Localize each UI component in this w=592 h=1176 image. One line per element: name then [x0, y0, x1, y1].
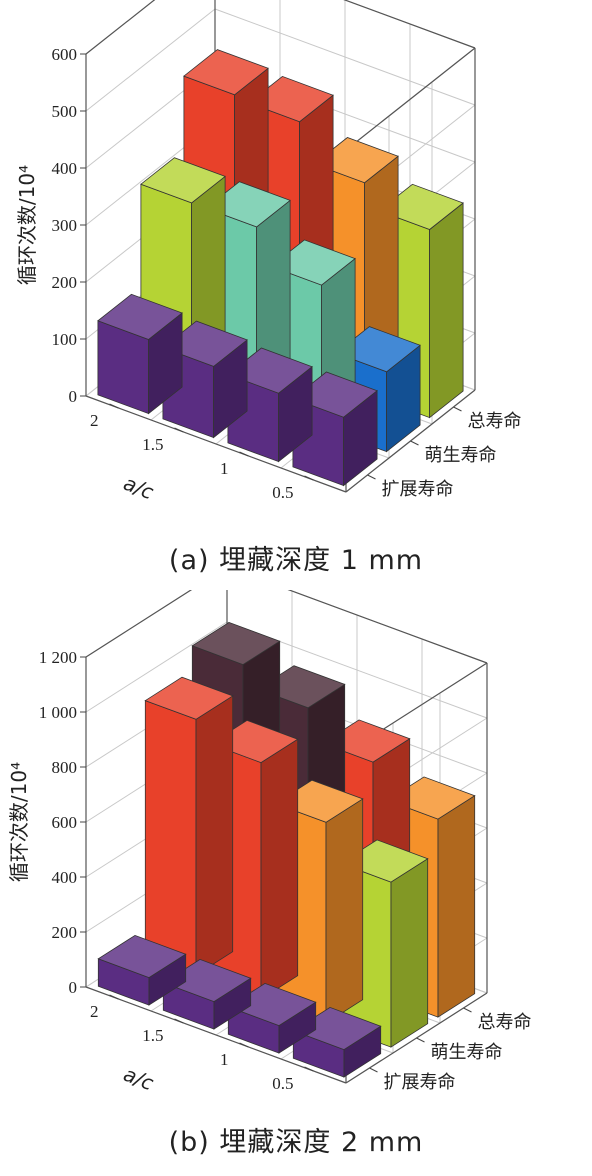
z-tick-label: 500	[52, 102, 78, 121]
x-tick-label: 1.5	[142, 1026, 163, 1045]
z-tick-label: 1 000	[39, 703, 77, 722]
bar-萌生寿命-2	[144, 676, 234, 976]
caption-b: (b) 埋藏深度 2 mm	[168, 1127, 424, 1158]
z-tick-label: 800	[52, 758, 78, 777]
x-axis-title: a/c	[120, 1062, 157, 1095]
x-tick-label: 2	[90, 411, 99, 430]
chart-a: 0 100 200 300 400 500 600 2 1.5 1 0.5 扩展寿命 萌生寿命 总寿命 循环…	[15, 0, 522, 504]
chart-panel-a: 0 100 200 300 400 500 600 2 1.5 1 0.5 扩展寿命 萌生寿命 总寿命 循环…	[15, 0, 522, 576]
x-ticks: 2 1.5 1 0.5	[90, 403, 314, 502]
z-tick-label: 200	[52, 923, 78, 942]
z-tick-label: 0	[69, 387, 78, 406]
x-tick-label: 0.5	[272, 483, 293, 502]
y-category-label: 扩展寿命	[384, 1072, 456, 1093]
x-ticks: 2 1.5 1 0.5	[90, 994, 314, 1093]
y-category-label: 扩展寿命	[382, 479, 454, 500]
x-tick-label: 1	[220, 1050, 229, 1069]
chart-panel-b: 0 200 400 600 800 1 000 1 200 2 1.5 1 0.5 扩展寿命 萌生寿命 总…	[0, 590, 592, 1176]
z-axis-title: 循环次数/10⁴	[7, 762, 31, 882]
x-tick-label: 2	[90, 1002, 99, 1021]
x-tick-label: 0.5	[272, 1074, 293, 1093]
z-tick-label: 300	[52, 216, 78, 235]
z-tick-label: 100	[52, 330, 78, 349]
bar-扩展寿命-2	[97, 293, 183, 415]
y-category-label: 萌生寿命	[431, 1042, 503, 1063]
x-tick-label: 1	[220, 459, 229, 478]
y-category-label: 总寿命	[468, 411, 522, 432]
z-tick-label: 0	[69, 978, 78, 997]
y-category-label: 总寿命	[478, 1012, 532, 1033]
bars	[97, 621, 476, 1078]
x-tick-label: 1.5	[142, 435, 163, 454]
z-axis-title: 循环次数/10⁴	[15, 165, 39, 285]
x-axis-title: a/c	[120, 471, 157, 504]
bar-扩展寿命-0.5	[292, 371, 378, 487]
bars	[97, 49, 464, 487]
chart-b: 0 200 400 600 800 1 000 1 200 2 1.5 1 0.5 扩展寿命 萌生寿命 总…	[7, 590, 532, 1095]
z-tick-label: 600	[52, 813, 78, 832]
y-ticks: 扩展寿命 萌生寿命 总寿命	[369, 1007, 532, 1093]
y-ticks: 扩展寿命 萌生寿命 总寿命	[367, 406, 522, 500]
z-tick-label: 400	[52, 159, 78, 178]
z-tick-label: 1 200	[39, 648, 77, 667]
z-ticks: 0 200 400 600 800 1 000 1 200	[39, 648, 86, 997]
z-tick-label: 400	[52, 868, 78, 887]
caption-a: (a) 埋藏深度 1 mm	[168, 545, 424, 576]
z-tick-label: 200	[52, 273, 78, 292]
z-tick-label: 600	[52, 45, 78, 64]
z-ticks: 0 100 200 300 400 500 600	[52, 45, 86, 406]
bar-扩展寿命-2	[97, 934, 187, 1006]
y-category-label: 萌生寿命	[425, 445, 497, 466]
